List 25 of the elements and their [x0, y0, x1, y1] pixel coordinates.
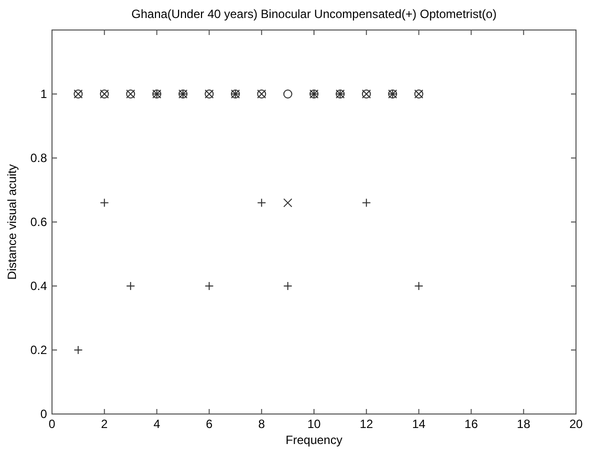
y-tick-label: 1 — [40, 87, 48, 101]
x-tick-label: 2 — [101, 417, 108, 431]
y-tick-label: 0 — [40, 407, 48, 421]
point — [362, 198, 371, 208]
x-tick-label: 14 — [412, 417, 426, 431]
point — [283, 90, 292, 98]
point — [283, 198, 292, 208]
point — [100, 198, 109, 208]
y-tick-label: 0.2 — [30, 343, 48, 357]
point — [257, 198, 266, 208]
y-axis-title: Distance visual acuity — [5, 164, 19, 280]
x-axis-title: Frequency — [286, 433, 342, 447]
y-tick-label: 0.4 — [30, 279, 48, 293]
y-tick-label: 0.6 — [30, 215, 48, 229]
x-tick-label: 4 — [153, 417, 160, 431]
x-tick-label: 8 — [258, 417, 266, 431]
chart-title: Ghana(Under 40 years) Binocular Uncompensated(+) Optometrist(o) — [131, 7, 497, 21]
x-tick-label: 18 — [516, 417, 531, 431]
x-tick-label: 0 — [48, 417, 56, 431]
x-tick-label: 12 — [360, 417, 374, 431]
x-tick-label: 20 — [569, 417, 583, 431]
y-tick-label: 0.8 — [30, 151, 48, 165]
x-tick-label: 6 — [206, 417, 213, 431]
x-tick-label: 16 — [464, 417, 478, 431]
x-tick-label: 10 — [307, 417, 321, 431]
